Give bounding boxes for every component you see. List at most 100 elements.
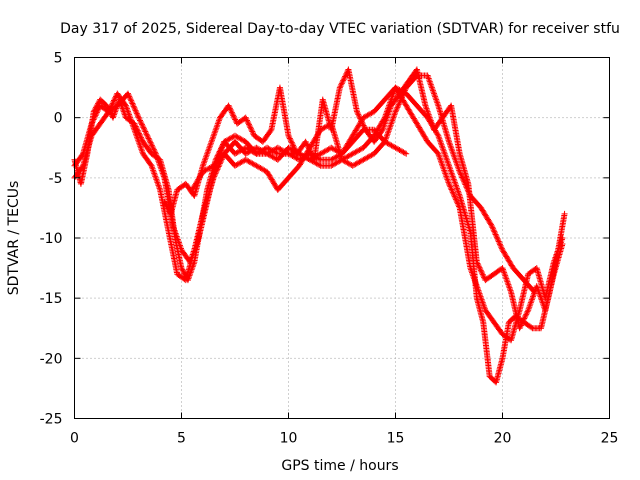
data-point — [523, 309, 530, 316]
data-point — [478, 268, 485, 275]
data-point — [245, 121, 252, 128]
data-point — [94, 108, 101, 115]
data-point — [494, 235, 501, 242]
data-point — [475, 261, 482, 268]
data-point — [286, 135, 293, 142]
data-point — [90, 116, 97, 123]
data-point — [518, 321, 525, 328]
data-point — [455, 202, 462, 209]
data-point — [488, 221, 495, 228]
data-point — [479, 271, 486, 278]
data-point — [316, 162, 323, 169]
data-point — [451, 192, 458, 199]
data-point — [226, 104, 233, 111]
data-point — [136, 116, 143, 123]
data-point — [126, 94, 133, 101]
x-tick-label: 20 — [494, 431, 512, 447]
data-point — [231, 115, 238, 122]
data-point — [524, 308, 531, 315]
data-point — [517, 323, 524, 330]
data-point — [145, 135, 152, 142]
data-point — [521, 314, 528, 321]
data-point — [138, 121, 145, 128]
data-point — [137, 117, 144, 124]
data-point — [358, 118, 365, 125]
data-point — [289, 141, 296, 148]
data-point — [135, 113, 142, 120]
data-point — [137, 118, 144, 125]
data-point — [122, 101, 129, 108]
data-point — [140, 124, 147, 131]
data-point — [247, 124, 254, 131]
data-point — [393, 105, 400, 112]
data-point — [179, 266, 186, 273]
data-point — [126, 93, 133, 100]
data-point — [456, 203, 463, 210]
data-point — [473, 259, 480, 266]
data-point — [378, 127, 385, 134]
data-point — [451, 193, 458, 200]
data-point — [130, 103, 137, 110]
data-point — [357, 116, 364, 123]
data-point — [396, 100, 403, 107]
data-point — [355, 111, 362, 118]
data-point — [302, 138, 309, 145]
data-point — [361, 123, 368, 130]
data-point — [148, 141, 155, 148]
data-point — [341, 74, 348, 81]
data-point — [308, 151, 315, 158]
data-point — [290, 143, 297, 150]
data-point — [95, 106, 102, 113]
data-point — [285, 132, 292, 139]
data-point — [498, 244, 505, 251]
data-point — [152, 149, 159, 156]
data-point — [142, 128, 149, 135]
x-tick-label: 10 — [280, 431, 298, 447]
data-point — [111, 97, 118, 104]
data-point — [495, 237, 502, 244]
data-point — [92, 112, 99, 119]
data-point — [496, 241, 503, 248]
data-point — [134, 111, 141, 118]
data-point — [292, 146, 299, 153]
data-point — [491, 230, 498, 237]
y-tick-label: -25 — [40, 412, 63, 428]
data-point — [229, 110, 236, 117]
data-point — [244, 117, 251, 124]
data-point — [287, 136, 294, 143]
data-point — [450, 190, 457, 197]
data-point — [111, 96, 118, 103]
data-point — [395, 101, 402, 108]
data-point — [490, 227, 497, 234]
data-point — [165, 206, 172, 213]
data-point — [286, 134, 293, 141]
data-point — [448, 186, 455, 193]
data-point — [356, 114, 363, 121]
data-point — [288, 138, 295, 145]
data-point — [226, 105, 233, 112]
data-point — [493, 232, 500, 239]
data-point — [401, 150, 408, 157]
data-point — [496, 239, 503, 246]
y-tick-label: -10 — [40, 231, 63, 247]
data-point — [357, 115, 364, 122]
data-point — [452, 196, 459, 203]
data-point — [489, 224, 496, 231]
data-point — [392, 108, 399, 115]
data-point — [337, 83, 344, 90]
data-point — [488, 222, 495, 229]
data-point — [230, 113, 237, 120]
data-point — [144, 134, 151, 141]
data-point — [135, 114, 142, 121]
data-point — [150, 146, 157, 153]
data-point — [559, 241, 566, 248]
data-point — [342, 72, 349, 79]
y-tick-label: -5 — [49, 171, 63, 187]
data-point — [163, 202, 170, 209]
data-point — [354, 110, 361, 117]
data-point — [227, 106, 234, 113]
data-point — [522, 312, 529, 319]
data-point — [447, 185, 454, 192]
data-point — [131, 104, 138, 111]
